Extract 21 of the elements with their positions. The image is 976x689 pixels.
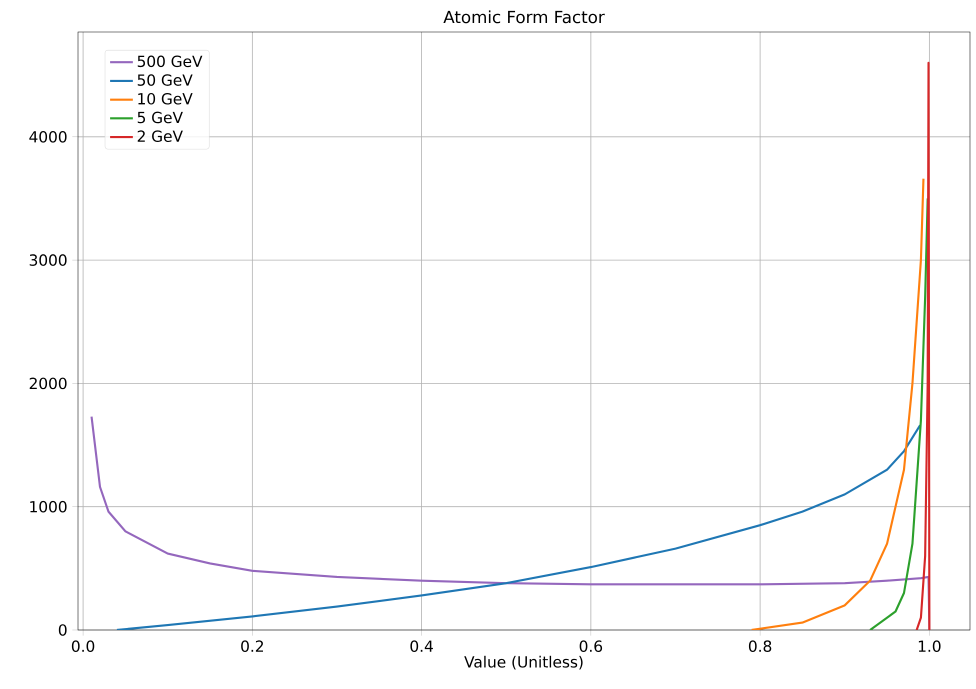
chart-title: Atomic Form Factor <box>443 10 605 24</box>
y-tick-label: 3000 <box>30 254 67 266</box>
x-tick-label: 0.4 <box>410 640 433 652</box>
y-tick-label: 4000 <box>29 131 67 143</box>
legend-label: 50 GeV <box>138 74 193 86</box>
y-tick-label: 1000 <box>30 500 67 512</box>
x-tick-label: 0.0 <box>72 640 94 652</box>
y-tick-label: 0 <box>58 624 67 636</box>
line-series <box>916 62 930 630</box>
line-series <box>750 178 925 630</box>
x-tick-label: 0.2 <box>241 640 263 652</box>
x-tick-label: 0.8 <box>748 640 772 652</box>
y-tick-label: 2000 <box>30 378 67 390</box>
legend-label: 5 GeV <box>138 112 183 124</box>
x-axis-title: Value (Unitless) <box>464 656 583 670</box>
legend-label: 500 GeV <box>138 56 202 68</box>
legend-label: 2 GeV <box>138 130 183 142</box>
legend-label: 10 GeV <box>138 92 193 105</box>
line-series <box>869 197 929 630</box>
x-tick-label: 1.0 <box>918 640 941 652</box>
x-tick-label: 0.6 <box>580 640 602 652</box>
